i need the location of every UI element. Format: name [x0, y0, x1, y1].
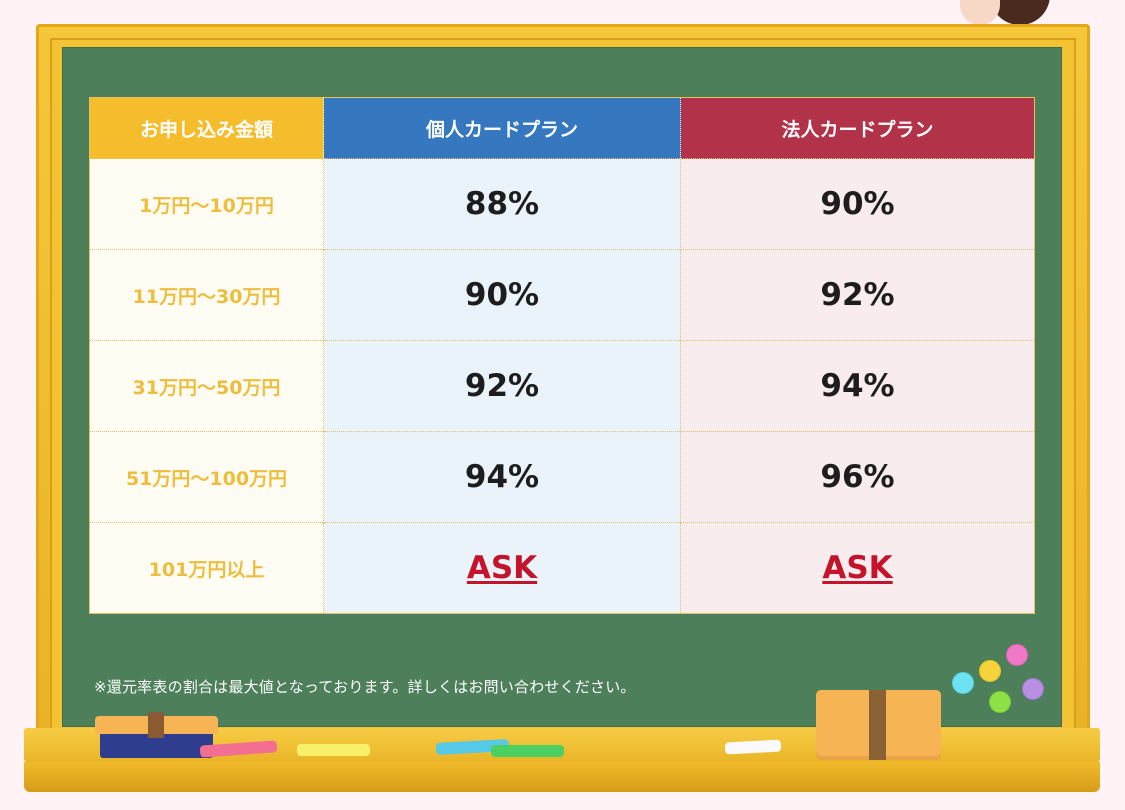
- eraser-body: [100, 734, 213, 758]
- eraser-strap: [148, 712, 164, 738]
- table-row: 101万円以上 ASK ASK: [89, 522, 1035, 614]
- eraser-icon: [95, 712, 218, 758]
- personal-ask-link[interactable]: ASK: [466, 550, 538, 586]
- row-corporate-rate: 94%: [680, 340, 1035, 432]
- table-row: 11万円～30万円 90% 92%: [89, 249, 1035, 341]
- yellow-chalk-icon: [297, 744, 370, 756]
- header-amount: お申し込み金額: [89, 97, 324, 159]
- yellow-magnet-icon: [979, 660, 1001, 682]
- pink-magnet-icon: [1006, 644, 1028, 666]
- row-corporate-rate: 92%: [680, 249, 1035, 341]
- green-chalk-icon: [491, 745, 564, 757]
- footnote: ※還元率表の割合は最大値となっております。詳しくはお問い合わせください。: [94, 678, 636, 696]
- green-magnet-icon: [989, 691, 1011, 713]
- corporate-ask-cell: ASK: [680, 522, 1035, 614]
- table-row: 31万円～50万円 92% 94%: [89, 340, 1035, 432]
- table-header-row: お申し込み金額 個人カードプラン 法人カードプラン: [89, 97, 1035, 159]
- return-rate-table: お申し込み金額 個人カードプラン 法人カードプラン 1万円～10万円 88% 9…: [89, 97, 1035, 614]
- row-amount: 1万円～10万円: [89, 158, 324, 250]
- personal-ask-cell: ASK: [323, 522, 681, 614]
- header-personal-plan: 個人カードプラン: [323, 97, 681, 159]
- character-hand: [960, 0, 1000, 25]
- row-amount: 101万円以上: [89, 522, 324, 614]
- cyan-magnet-icon: [952, 672, 974, 694]
- corporate-ask-link[interactable]: ASK: [822, 550, 893, 586]
- row-amount: 11万円～30万円: [89, 249, 324, 341]
- row-personal-rate: 90%: [323, 249, 681, 341]
- row-personal-rate: 88%: [323, 158, 681, 250]
- row-corporate-rate: 96%: [680, 431, 1035, 523]
- header-corporate-plan: 法人カードプラン: [680, 97, 1035, 159]
- chalk-box-strap: [869, 690, 886, 760]
- table-row: 51万円～100万円 94% 96%: [89, 431, 1035, 523]
- row-amount: 51万円～100万円: [89, 431, 324, 523]
- row-corporate-rate: 90%: [680, 158, 1035, 250]
- chalk-tray-bottom: [24, 762, 1100, 792]
- purple-magnet-icon: [1022, 678, 1044, 700]
- table-row: 1万円～10万円 88% 90%: [89, 158, 1035, 250]
- row-personal-rate: 94%: [323, 431, 681, 523]
- row-amount: 31万円～50万円: [89, 340, 324, 432]
- row-personal-rate: 92%: [323, 340, 681, 432]
- chalk-box-icon: [816, 690, 941, 760]
